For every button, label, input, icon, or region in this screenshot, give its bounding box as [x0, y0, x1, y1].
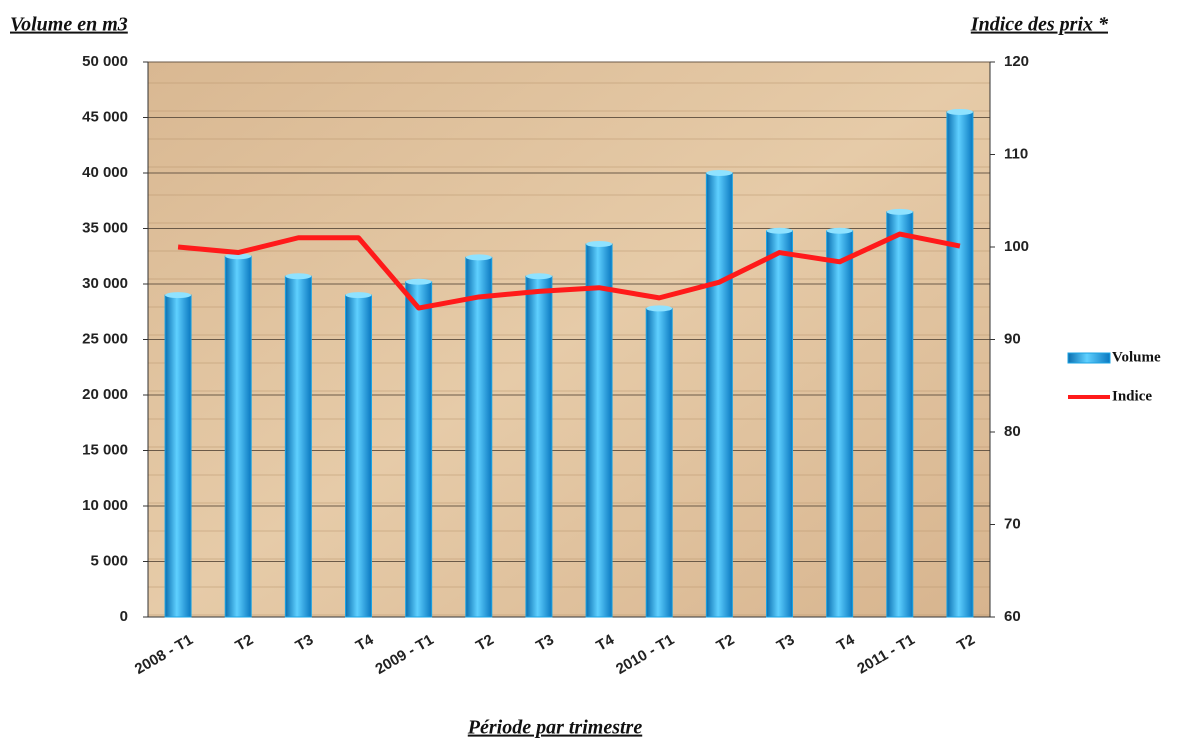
x-tick-label: 2008 - T1 — [132, 631, 196, 678]
bar — [285, 276, 311, 617]
y2-tick-label: 80 — [1004, 423, 1021, 440]
y-axis-title: Volume en m3 — [10, 14, 128, 36]
y2-tick-label: 120 — [1004, 53, 1029, 70]
bar-cap — [887, 209, 913, 215]
y-tick-label: 50 000 — [82, 53, 128, 70]
x-tick-label: T2 — [714, 631, 738, 654]
x-tick-label: T4 — [353, 631, 377, 655]
bar — [225, 256, 251, 617]
y-tick-label: 30 000 — [82, 275, 128, 292]
y2-tick-label: 70 — [1004, 515, 1021, 532]
bar-cap — [586, 241, 612, 247]
bar — [586, 244, 612, 617]
y-tick-label: 35 000 — [82, 219, 128, 236]
bar-cap — [165, 292, 191, 298]
x-tick-label: T3 — [293, 631, 317, 654]
x-axis-title: Période par trimestre — [467, 717, 643, 739]
bar-cap — [767, 228, 793, 234]
bar — [706, 173, 732, 617]
chart: Volume en m3 Indice des prix * Période p… — [0, 0, 1204, 749]
x-tick-label: T4 — [593, 631, 617, 655]
bar — [827, 231, 853, 617]
bar-cap — [406, 279, 432, 285]
x-tick-label: 2011 - T1 — [854, 631, 917, 677]
legend-swatch — [1068, 353, 1110, 363]
bar — [646, 308, 672, 617]
bar-cap — [827, 228, 853, 234]
x-tick-label: T2 — [233, 631, 257, 654]
bar-cap — [947, 109, 973, 115]
bar-cap — [706, 170, 732, 176]
x-tick-label: 2009 - T1 — [373, 631, 437, 678]
x-tick-label: T3 — [533, 631, 557, 654]
x-tick-label: T2 — [473, 631, 497, 654]
bar-cap — [526, 273, 552, 279]
bar — [466, 257, 492, 617]
y-tick-label: 45 000 — [82, 108, 128, 125]
bar-cap — [466, 254, 492, 260]
legend-label: Volume — [1112, 349, 1161, 365]
bar — [406, 282, 432, 617]
y-tick-label: 10 000 — [82, 497, 128, 514]
y-tick-label: 25 000 — [82, 330, 128, 347]
y2-tick-label: 110 — [1004, 145, 1028, 162]
y2-axis-title: Indice des prix * — [970, 14, 1109, 36]
bar — [887, 212, 913, 617]
x-tick-label: 2010 - T1 — [613, 631, 677, 678]
y2-tick-label: 100 — [1004, 238, 1029, 255]
bar-cap — [285, 273, 311, 279]
x-tick-label: T3 — [774, 631, 798, 654]
y-tick-label: 20 000 — [82, 386, 128, 403]
y-tick-label: 5 000 — [90, 552, 128, 569]
y-tick-label: 15 000 — [82, 441, 128, 458]
y2-tick-label: 60 — [1004, 608, 1021, 625]
bar — [947, 112, 973, 617]
y-tick-label: 40 000 — [82, 164, 128, 181]
bar — [767, 231, 793, 617]
bar-cap — [346, 292, 372, 298]
bar — [165, 295, 191, 617]
bar — [346, 295, 372, 617]
bar — [526, 276, 552, 617]
y2-tick-label: 90 — [1004, 330, 1021, 347]
y-tick-label: 0 — [120, 608, 128, 625]
x-tick-label: T4 — [834, 631, 858, 655]
x-tick-label: T2 — [954, 631, 978, 654]
bar-cap — [646, 305, 672, 311]
legend-label: Indice — [1112, 388, 1152, 404]
